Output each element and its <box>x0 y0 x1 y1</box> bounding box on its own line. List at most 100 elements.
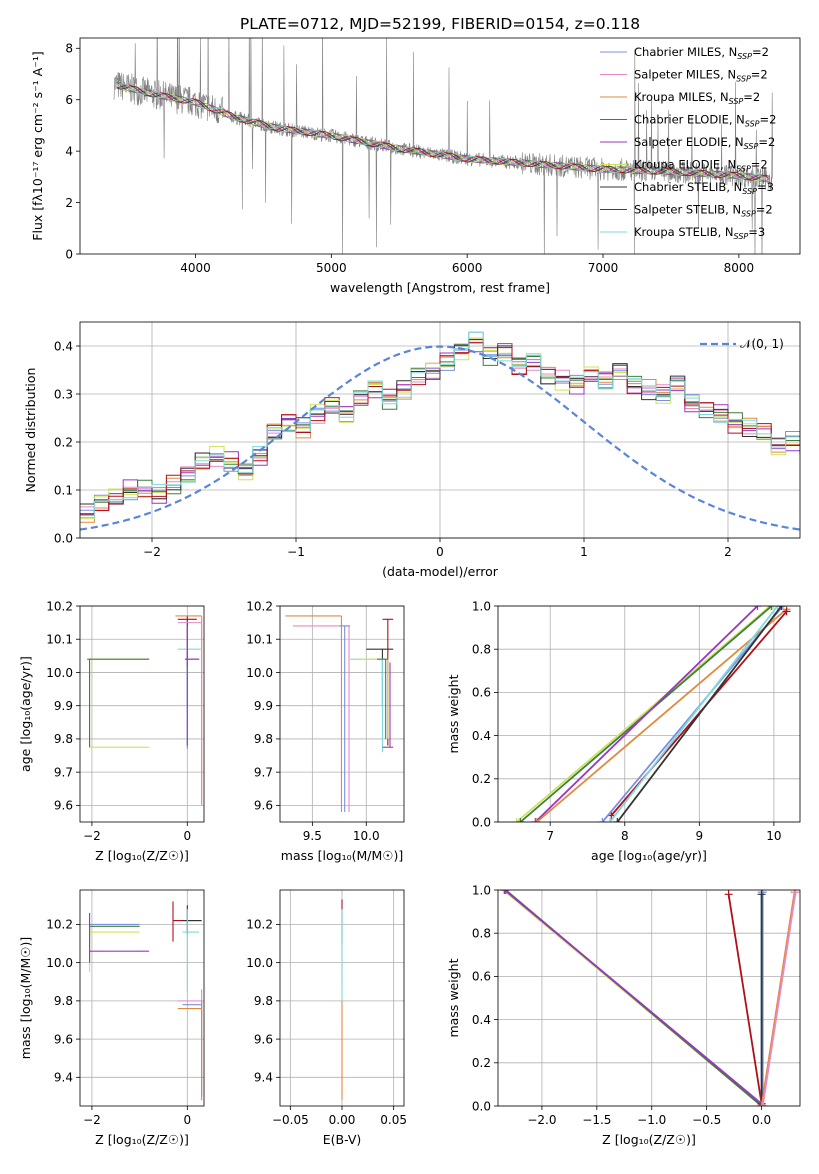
y-tick-label: 10.0 <box>246 956 273 970</box>
y-axis-label-cumulative-Z: mass weight <box>446 958 461 1037</box>
y-tick-label: 9.6 <box>54 799 73 813</box>
y-tick-label: 4 <box>65 144 73 158</box>
x-tick-label: 10 <box>766 829 781 843</box>
y-tick-label: 0.0 <box>472 1099 491 1113</box>
y-tick-label: 8 <box>65 42 73 56</box>
y-tick-label: 1.0 <box>472 883 491 897</box>
cumulative-line-0 <box>516 606 771 822</box>
y-tick-label: 0.0 <box>54 531 73 545</box>
x-tick-label: −1 <box>287 545 305 559</box>
errorbar-6 <box>177 615 203 806</box>
cumulative-marker-3-0 <box>724 890 733 899</box>
y-tick-label: 0.6 <box>472 686 491 700</box>
x-tick-label: 8 <box>621 829 629 843</box>
cumulative-marker-5-0 <box>598 818 607 822</box>
errorbar-2 <box>87 658 150 748</box>
y-tick-label: 10.0 <box>46 666 73 680</box>
errorbar-3 <box>177 615 201 706</box>
x-tick-label: −2.0 <box>527 1113 556 1127</box>
legend-label-7: Salpeter STELIB, NSSP=2 <box>634 203 773 219</box>
x-axis-label-cumulative-age: age [log₁₀(age/yr)] <box>591 848 707 863</box>
y-axis-label-mass-vs-Z: mass [log₁₀(M/M☉)] <box>18 937 33 1059</box>
y-tick-label: 0.0 <box>472 815 491 829</box>
panel-cumulative-Z: −2.0 −1.5 −1.0 −0.5 0.0 0.0 0.2 0.4 0.6 0.8 1.0 Z [… <box>446 883 801 1147</box>
y-axis-label-cumulative-age: mass weight <box>446 674 461 753</box>
cumulative-line-3 <box>727 894 763 1104</box>
x-tick-label: −0.5 <box>692 1113 721 1127</box>
axes-frame-cumulative-Z <box>497 889 801 1107</box>
cumulative-marker-2-0 <box>500 890 509 894</box>
cumulative-line-3 <box>536 608 788 822</box>
x-tick-label: 6000 <box>452 261 483 275</box>
residual-hist-8 <box>80 331 800 518</box>
x-tick-label: 1 <box>580 545 588 559</box>
errorbar-6 <box>182 909 200 992</box>
errorbar-2 <box>88 924 140 973</box>
cumulative-marker-5-1 <box>778 606 787 610</box>
cumulative-marker-1-0 <box>516 818 525 822</box>
errorbar-3 <box>88 912 150 963</box>
panel-spectrum: 4000 5000 6000 7000 8000 0 2 4 6 8 wavelength [Ang… <box>30 37 801 295</box>
x-tick-label: −2 <box>143 545 161 559</box>
y-axis-label-residuals: Normed distribution <box>23 368 38 493</box>
y-tick-label: 10.2 <box>246 599 273 613</box>
axes-frame-age-vs-mass <box>279 605 405 823</box>
cumulative-marker-7-0 <box>613 818 622 822</box>
y-tick-label: 10.2 <box>246 918 273 932</box>
axes-frame-spectrum <box>79 37 801 255</box>
y-tick-label: 9.6 <box>254 799 273 813</box>
y-tick-label: 9.8 <box>54 732 73 746</box>
residual-hist-0 <box>80 331 800 511</box>
y-tick-label: 0.3 <box>54 387 73 401</box>
y-axis-label-spectrum: Flux [fλ10⁻¹⁷ erg cm⁻² s⁻¹ A⁻¹] <box>30 51 45 240</box>
cumulative-marker-0-0 <box>499 890 508 894</box>
cumulative-marker-6-0 <box>605 818 614 822</box>
legend-label-4: Salpeter ELODIE, NSSP=2 <box>634 135 775 151</box>
cumulative-line-6 <box>609 606 779 822</box>
y-tick-label: 9.6 <box>254 1032 273 1046</box>
errorbar-0 <box>88 924 140 963</box>
axes-frame-age-vs-Z <box>79 605 205 823</box>
y-tick-label: 0.8 <box>472 643 491 657</box>
errorbar-4 <box>366 648 394 706</box>
y-tick-label: 9.7 <box>254 765 273 779</box>
legend-label-normal: 𝒩(0, 1) <box>740 337 784 351</box>
x-tick-label: −0.05 <box>272 1113 309 1127</box>
x-tick-label: 7 <box>546 829 554 843</box>
x-tick-label: 0.05 <box>380 1113 407 1127</box>
x-axis-label-cumulative-Z: Z [log₁₀(Z/Z☉)] <box>602 1132 696 1147</box>
spectrum-legend: Chabrier MILES, NSSP=2 Salpeter MILES, NS… <box>600 45 776 241</box>
cumulative-line-8 <box>761 892 797 1106</box>
y-tick-label: 0.4 <box>472 1013 491 1027</box>
x-tick-label: 2 <box>724 545 732 559</box>
errorbar-5 <box>175 615 203 806</box>
y-tick-label: 10.2 <box>46 918 73 932</box>
cumulative-line-2 <box>534 606 759 822</box>
y-tick-label: 0 <box>65 247 73 261</box>
cumulative-marker-8-0 <box>791 890 800 897</box>
x-tick-label: −2 <box>83 1113 101 1127</box>
plot-area-residuals <box>80 331 800 531</box>
residual-hist-7 <box>80 341 800 515</box>
panel-age-vs-Z: −2 0 9.6 9.7 9.8 9.9 10.0 10.1 10.2 Z [log₁₀(Z/Z☉… <box>18 599 205 863</box>
x-tick-label: 7000 <box>588 261 619 275</box>
panel-mass-vs-EBV: −0.05 0.00 0.05 9.4 9.6 9.8 10.0 10.2 E(B-V) <box>246 889 407 1147</box>
cumulative-marker-8-1 <box>758 1102 767 1106</box>
y-tick-label: 10.1 <box>46 633 73 647</box>
x-tick-label: 5000 <box>316 261 347 275</box>
legend-label-3: Chabrier ELODIE, NSSP=2 <box>634 113 776 129</box>
residual-hist-4 <box>80 343 800 516</box>
cumulative-marker-2-1 <box>753 606 762 610</box>
cumulative-marker-6-1 <box>773 606 782 610</box>
gridlines-age-vs-Z <box>80 605 204 822</box>
x-tick-label: 4000 <box>180 261 211 275</box>
plot-area-mass-vs-Z <box>88 901 203 1101</box>
x-tick-label: 0.00 <box>329 1113 356 1127</box>
y-tick-label: 0.2 <box>54 435 73 449</box>
y-tick-label: 9.9 <box>254 699 273 713</box>
y-tick-label: 0.6 <box>472 970 491 984</box>
y-tick-label: 10.0 <box>46 956 73 970</box>
errorbar-5 <box>182 905 202 934</box>
y-tick-label: 6 <box>65 93 73 107</box>
x-tick-label: 9.5 <box>303 829 322 843</box>
